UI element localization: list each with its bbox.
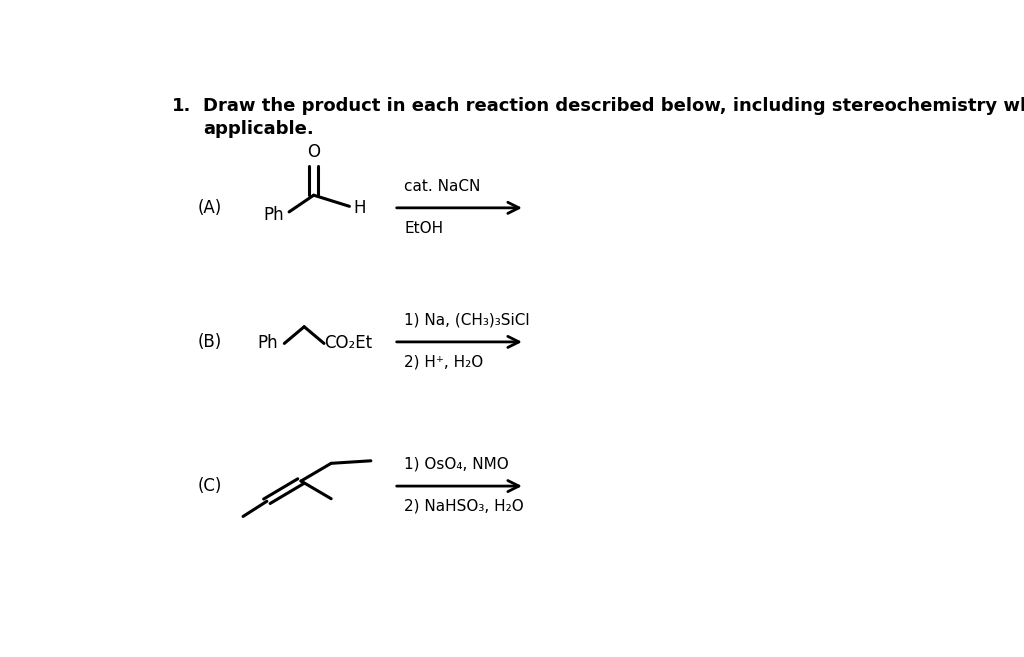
Text: 2) NaHSO₃, H₂O: 2) NaHSO₃, H₂O bbox=[404, 499, 524, 514]
Text: CO₂Et: CO₂Et bbox=[324, 334, 372, 352]
Text: 1) Na, (CH₃)₃SiCl: 1) Na, (CH₃)₃SiCl bbox=[404, 313, 529, 328]
Text: cat. NaCN: cat. NaCN bbox=[404, 179, 480, 194]
Text: Ph: Ph bbox=[263, 206, 284, 225]
Text: O: O bbox=[307, 143, 321, 161]
Text: H: H bbox=[353, 199, 366, 217]
Text: applicable.: applicable. bbox=[204, 120, 314, 139]
Text: EtOH: EtOH bbox=[404, 221, 443, 236]
Text: 2) H⁺, H₂O: 2) H⁺, H₂O bbox=[404, 355, 483, 370]
Text: Ph: Ph bbox=[257, 334, 278, 352]
Text: 1.: 1. bbox=[172, 97, 191, 114]
Text: (B): (B) bbox=[198, 333, 222, 351]
Text: 1) OsO₄, NMO: 1) OsO₄, NMO bbox=[404, 457, 509, 472]
Text: (C): (C) bbox=[198, 477, 222, 495]
Text: (A): (A) bbox=[198, 199, 222, 217]
Text: Draw the product in each reaction described below, including stereochemistry whe: Draw the product in each reaction descri… bbox=[204, 97, 1024, 114]
